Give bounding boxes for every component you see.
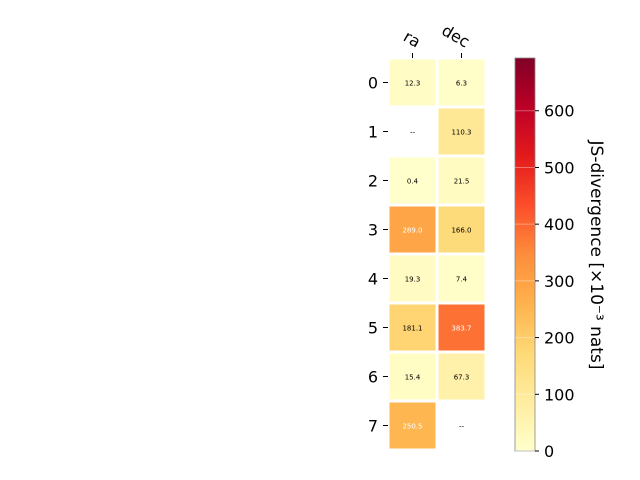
heatmap-cell [435,350,488,403]
colorbar-tick-label: 0 [544,442,554,461]
cell-label: 383.7 [451,325,471,333]
row-labels: 0 1 2 3 4 5 6 7 [368,74,388,436]
cell-label: 7.4 [456,276,468,284]
cell-label: -- [410,129,416,137]
cell-label: 110.3 [451,129,471,137]
cell-label: 15.4 [405,374,421,382]
cell-label: 250.5 [402,423,422,431]
colorbar: 0 100 200 300 400 500 600 JS-divergence [×10⁻³… [514,57,606,461]
row-label: 5 [368,319,378,338]
colorbar-tick-label: 600 [544,102,575,121]
colorbar-tick-label: 100 [544,385,575,404]
row-label: 7 [368,417,378,436]
colorbar-tick-label: 400 [544,215,575,234]
colorbar-tick-label: 300 [544,272,575,291]
row-label: 2 [368,172,378,191]
row-label: 4 [368,270,378,289]
column-label: ra [400,27,424,52]
colorbar-gradient [514,57,536,452]
row-label: 3 [368,221,378,240]
column-labels: ra dec [400,21,473,58]
cell-label: 21.5 [454,178,470,186]
cell-label: 0.4 [407,178,419,186]
colorbar-label: JS-divergence [×10⁻³ nats] [586,140,606,370]
cell-label: 12.3 [405,80,421,88]
cell-label: 181.1 [402,325,422,333]
row-label: 6 [368,368,378,387]
colorbar-tick-label: 500 [544,158,575,177]
cell-label: -- [459,423,465,431]
heatmap-cell [386,399,439,452]
cell-label: 289.0 [402,227,422,235]
cell-label: 67.3 [454,374,470,382]
cell-label: 166.0 [451,227,471,235]
heatmap-cells: 12.3 6.3 -- 110.3 0.4 21.5 289.0 166.0 19.3 7.4 18… [386,56,488,452]
colorbar-tick-label: 200 [544,329,575,348]
column-label: dec [439,21,473,52]
row-label: 0 [368,74,378,93]
cell-label: 6.3 [456,80,467,88]
row-label: 1 [368,123,378,142]
colorbar-ticks: 0 100 200 300 400 500 600 [515,102,575,461]
cell-label: 19.3 [405,276,421,284]
